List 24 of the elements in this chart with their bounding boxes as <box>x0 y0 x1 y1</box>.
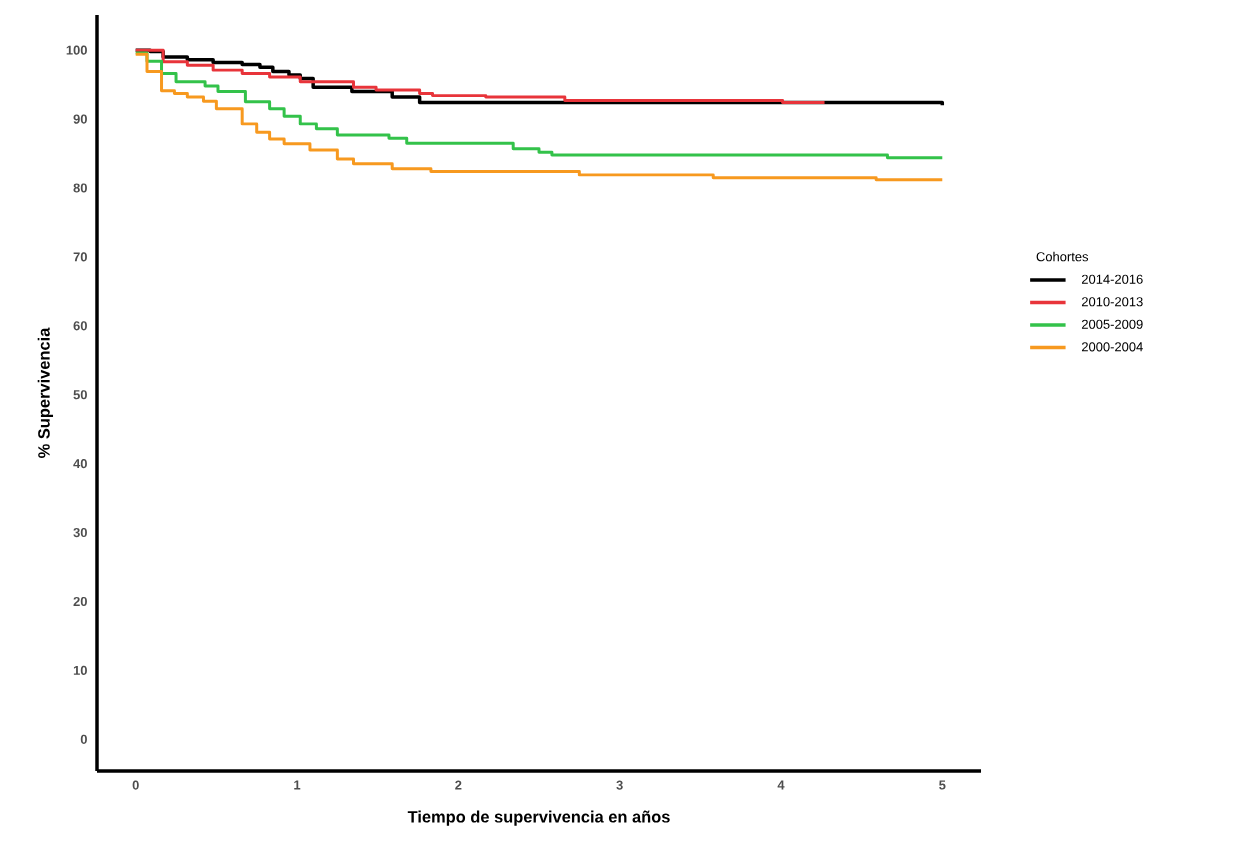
y-tick-label: 50 <box>73 390 87 400</box>
legend-label: 2005-2009 <box>1081 319 1143 329</box>
x-tick-label: 0 <box>132 780 139 790</box>
y-axis-title: % Supervivencia <box>37 327 54 458</box>
y-tick-label: 0 <box>80 734 87 744</box>
x-tick-label: 3 <box>616 780 623 790</box>
y-tick-label: 10 <box>73 665 87 675</box>
legend-label: 2014-2016 <box>1081 274 1143 284</box>
x-tick-label: 4 <box>777 780 785 790</box>
y-tick-label: 30 <box>73 527 87 538</box>
y-tick-label: 20 <box>73 596 87 607</box>
legend-label: 2010-2013 <box>1081 297 1143 307</box>
x-axis-title: Tiempo de supervivencia en años <box>407 810 670 826</box>
legend-title: Cohortes <box>1036 251 1089 262</box>
y-tick-label: 90 <box>73 114 87 124</box>
y-tick-label: 70 <box>73 252 87 262</box>
legend-label: 2000-2004 <box>1081 342 1143 352</box>
x-tick-label: 1 <box>294 780 301 790</box>
y-tick-label: 60 <box>73 321 87 331</box>
x-tick-label: 5 <box>939 780 946 790</box>
y-tick-label: 40 <box>73 459 87 469</box>
y-tick-label: 100 <box>66 45 87 55</box>
y-tick-label: 80 <box>73 183 87 193</box>
x-tick-label: 2 <box>455 780 462 790</box>
